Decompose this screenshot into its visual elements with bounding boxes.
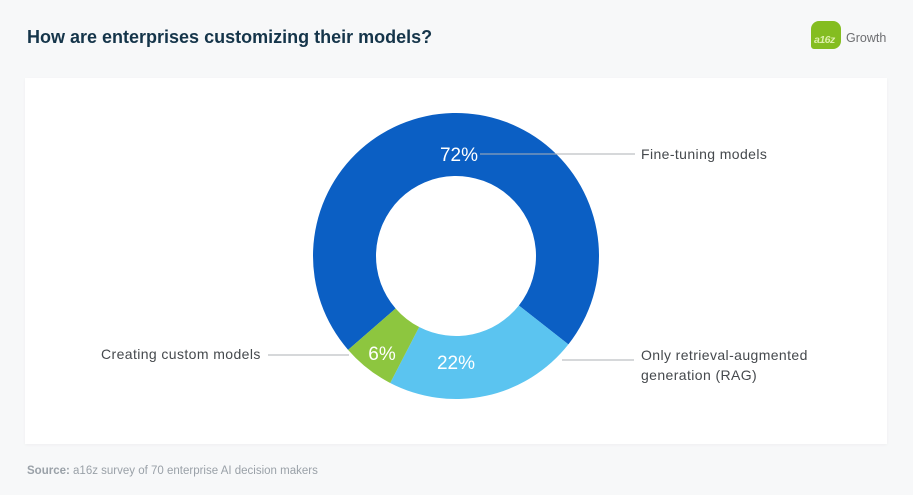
- svg-text:22%: 22%: [437, 353, 475, 374]
- svg-text:72%: 72%: [440, 145, 478, 166]
- svg-text:6%: 6%: [368, 344, 396, 365]
